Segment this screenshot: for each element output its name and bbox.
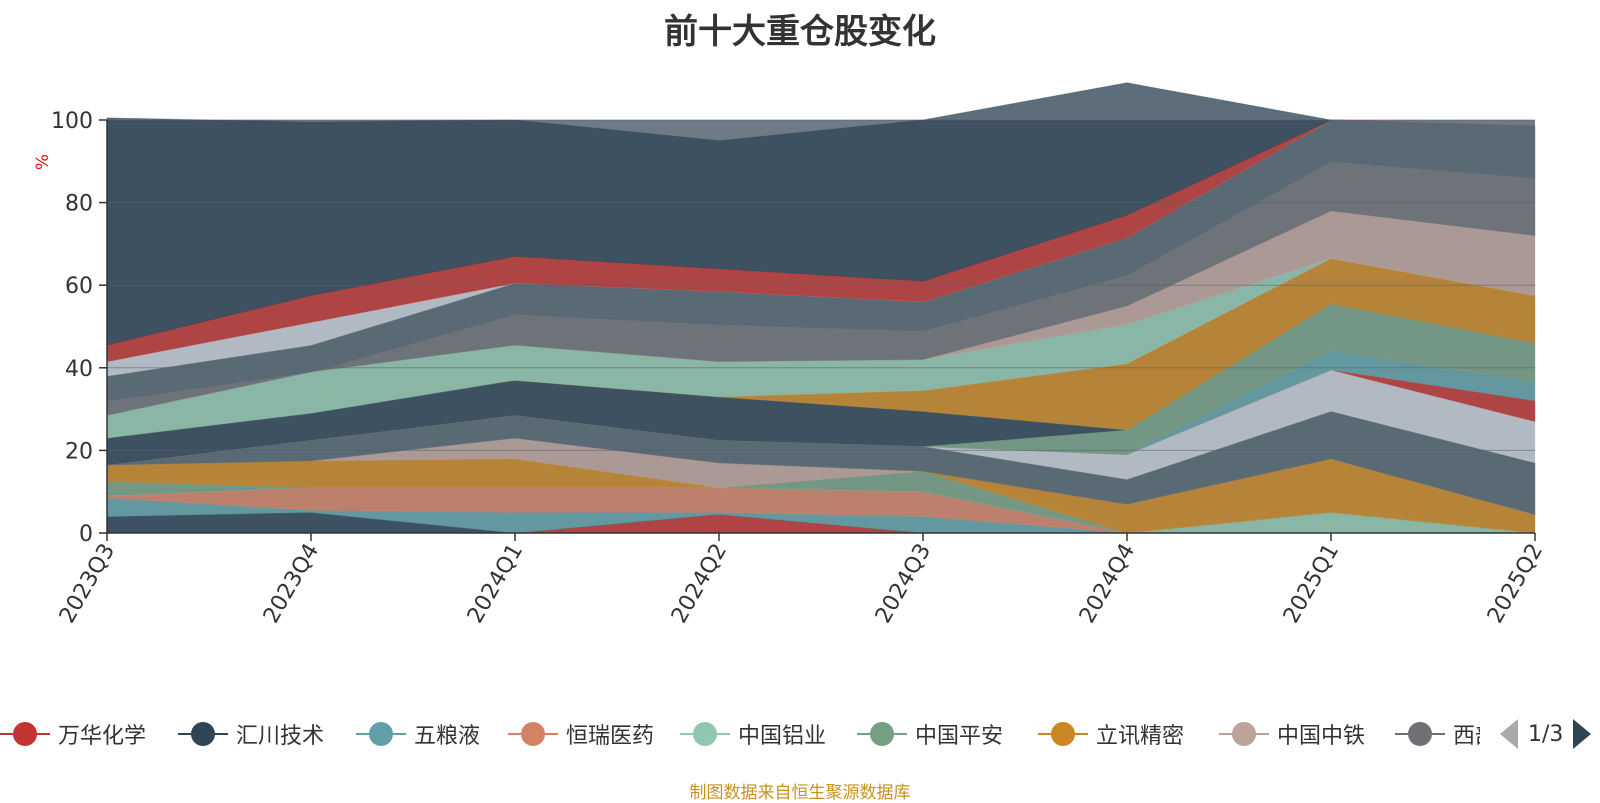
series-area-12[interactable] [106,350,1536,466]
legend-symbol-icon [508,720,558,748]
y-tick-label: 20 [65,439,93,464]
legend-item[interactable]: 中国中铁 [1219,716,1365,752]
legend-symbol-icon [178,720,228,748]
y-tick-label: 60 [65,274,93,299]
series-area-13[interactable] [106,303,1536,466]
legend-symbol-icon [356,720,406,748]
legend-label: 五粮液 [414,724,481,749]
x-tick-label: 2024Q2 [667,540,732,628]
legend-label: 汇川技术 [236,724,325,749]
legend-symbol-icon [1395,720,1445,748]
x-tick-label: 2024Q1 [463,540,528,628]
series-area-23[interactable] [106,82,1536,346]
legend-label: 中国中铁 [1277,724,1366,749]
legend-symbol-icon [857,720,907,748]
legend-item[interactable]: 中国铝业 [680,716,826,752]
x-tick-label: 2023Q4 [259,540,324,628]
legend-symbol-icon [1219,720,1269,748]
legend-page-indicator: 1/3 [1528,721,1564,747]
series-area-11[interactable] [106,369,1536,466]
legend-label: 中国铝业 [738,724,827,749]
y-tick-label: 100 [51,109,93,134]
source-note: 制图数据来自恒生聚源数据库 [689,783,911,803]
chart-title: 前十大重仓股变化 [664,12,936,52]
series-area-19[interactable] [106,160,1536,416]
series-area-10[interactable] [106,369,1536,480]
legend-next-page-icon[interactable] [1573,719,1592,749]
x-tick-label: 2023Q3 [55,540,120,628]
legend-item[interactable]: 中国平安 [857,716,1003,752]
legend-symbol-icon [0,720,50,748]
legend-label: 立讯精密 [1096,724,1185,749]
legend-item[interactable]: 汇川技术 [178,716,324,752]
legend-item[interactable]: 五粮液 [356,716,480,752]
x-tick-label: 2024Q3 [871,540,936,628]
legend-symbol-icon [1038,720,1088,748]
y-tick-label: 80 [65,192,93,217]
legend-item[interactable]: 西部矿业 [1395,716,1480,752]
legend-pager: 1/3 [1500,716,1592,752]
legend-item[interactable]: 立讯精密 [1038,716,1184,752]
legend-prev-page-icon[interactable] [1500,719,1518,749]
x-tick-label: 2025Q1 [1279,540,1344,628]
legend-label: 万华化学 [58,724,147,749]
legend-label: 恒瑞医药 [566,724,655,749]
x-tick-label: 2025Q2 [1483,540,1548,628]
y-tick-label: 40 [65,357,93,382]
legend-item[interactable]: 恒瑞医药 [508,716,654,752]
legend-label: 西部矿业 [1453,724,1480,749]
y-tick-label: 0 [79,522,93,547]
y-axis-unit: % [33,154,53,170]
legend-symbol-icon [680,720,730,748]
x-tick-label: 2024Q4 [1075,540,1140,628]
legend: 万华化学 汇川技术 五粮液 恒瑞医药 中国铝业 中国平安 立讯精密 中国中铁 西部矿业 [0,716,1480,752]
legend-label: 中国平安 [915,724,1004,749]
legend-item[interactable]: 万华化学 [0,716,146,752]
